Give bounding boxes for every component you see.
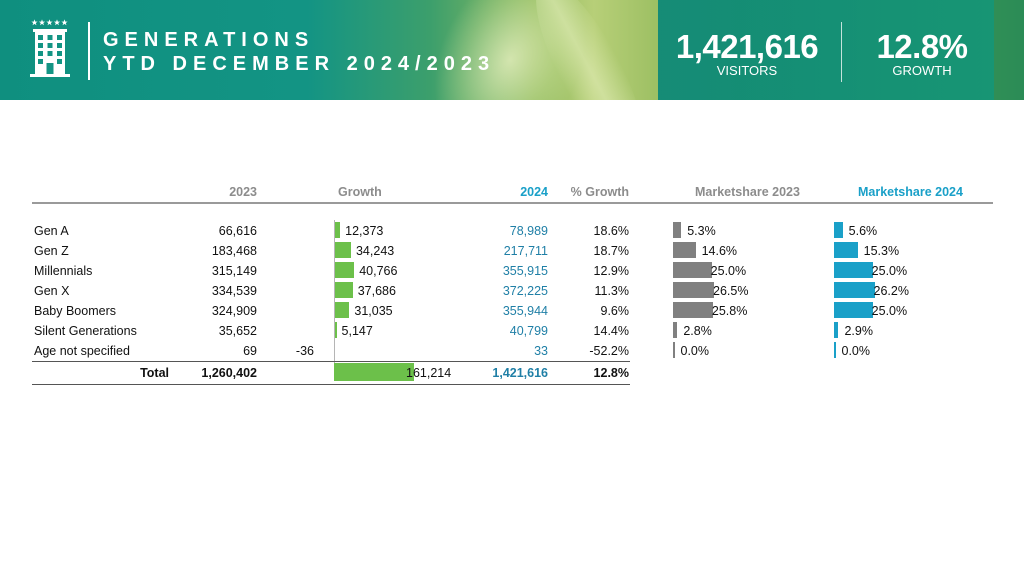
value-2023: 35,652 <box>218 324 257 338</box>
total-rule <box>32 361 630 362</box>
value-2024: 78,989 <box>509 224 548 238</box>
pct-growth: 14.4% <box>593 324 629 338</box>
pct-growth: 12.9% <box>593 264 629 278</box>
growth-axis <box>334 220 335 380</box>
growth-label: 37,686 <box>357 284 396 298</box>
row-label: Gen Z <box>34 244 69 258</box>
marketshare-2023-label: 2.8% <box>683 324 712 338</box>
row-label: Gen X <box>34 284 70 298</box>
marketshare-2023-label: 0.0% <box>680 344 710 358</box>
column-header-marketshare-2023: Marketshare 2023 <box>695 185 800 199</box>
marketshare-2023-bar <box>673 222 682 238</box>
stats-divider <box>841 22 842 82</box>
pct-growth: -52.2% <box>589 344 629 358</box>
marketshare-2023-label: 26.5% <box>713 284 749 298</box>
growth-label: -36 <box>295 344 314 358</box>
page-subtitle: YTD DECEMBER 2024/2023 <box>103 53 496 75</box>
marketshare-2024-bar <box>834 322 839 338</box>
growth-bar <box>334 222 341 238</box>
total-2024: 1,421,616 <box>492 366 548 380</box>
column-header-2024: 2024 <box>520 185 548 199</box>
row-label: Silent Generations <box>34 324 137 338</box>
stats-panel <box>658 0 994 100</box>
marketshare-2024-bar <box>834 342 836 358</box>
marketshare-2024-bar <box>834 242 858 258</box>
marketshare-2023-bar <box>673 242 696 258</box>
growth-bar <box>334 282 353 298</box>
growth-bar <box>334 302 350 318</box>
growth-label: 31,035 <box>354 304 393 318</box>
value-2024: 372,225 <box>502 284 548 298</box>
value-2024: 33 <box>534 344 548 358</box>
value-2023: 69 <box>243 344 257 358</box>
growth-bar <box>334 322 337 338</box>
value-2024: 355,944 <box>502 304 548 318</box>
growth-label: 40,766 <box>359 264 398 278</box>
header-rule <box>32 202 993 204</box>
marketshare-2023-label: 25.8% <box>711 304 748 318</box>
value-2024: 217,711 <box>503 244 548 258</box>
pct-growth: 18.6% <box>593 224 629 238</box>
value-2023: 324,909 <box>211 304 257 318</box>
header-divider <box>88 22 90 80</box>
marketshare-2023-bar <box>673 282 714 298</box>
growth-label: 5,147 <box>341 324 373 338</box>
pct-growth: 9.6% <box>600 304 630 318</box>
total-2023: 1,260,402 <box>201 366 257 380</box>
row-label: Age not specified <box>34 344 130 358</box>
marketshare-2023-bar <box>673 342 675 358</box>
total-growth-label: 161,214 <box>406 366 452 380</box>
marketshare-2023-label: 14.6% <box>701 244 738 258</box>
visitors-value: 1,421,616 <box>675 28 819 65</box>
header-banner: GENERATIONS YTD DECEMBER 2024/2023 1,421… <box>0 0 1024 100</box>
marketshare-2024-label: 25.0% <box>871 264 908 278</box>
marketshare-2023-bar <box>673 302 713 318</box>
growth-label: 34,243 <box>355 244 395 258</box>
marketshare-2024-bar <box>834 282 875 298</box>
column-header-2023: 2023 <box>229 185 257 199</box>
growth-label: GROWTH <box>892 63 952 78</box>
column-header-pct-growth: % Growth <box>570 185 629 199</box>
marketshare-2023-bar <box>673 262 712 278</box>
marketshare-2024-label: 5.6% <box>848 224 878 238</box>
pct-growth: 18.7% <box>593 244 629 258</box>
value-2023: 183,468 <box>211 244 257 258</box>
marketshare-2024-label: 2.9% <box>844 324 873 338</box>
pct-growth: 11.3% <box>594 284 629 298</box>
total-pct-growth: 12.8% <box>593 366 629 380</box>
row-label: Millennials <box>34 264 93 278</box>
marketshare-2023-bar <box>673 322 678 338</box>
marketshare-2024-label: 26.2% <box>873 284 909 298</box>
value-2023: 334,539 <box>211 284 257 298</box>
marketshare-2023-label: 5.3% <box>687 224 716 238</box>
page-title: GENERATIONS <box>103 29 315 51</box>
marketshare-2023-label: 25.0% <box>710 264 747 278</box>
marketshare-2024-label: 0.0% <box>841 344 871 358</box>
growth-label: 12,373 <box>345 224 384 238</box>
value-2023: 315,149 <box>211 264 257 278</box>
growth-bar <box>334 242 351 258</box>
hotel-building-icon <box>30 19 70 77</box>
visitors-label: VISITORS <box>716 63 778 78</box>
marketshare-2024-label: 25.0% <box>871 304 908 318</box>
growth-value: 12.8% <box>876 28 968 65</box>
value-2024: 355,915 <box>502 264 548 278</box>
total-label: Total <box>140 366 169 380</box>
growth-bar <box>334 262 355 278</box>
marketshare-2024-bar <box>834 302 873 318</box>
marketshare-2024-bar <box>834 262 873 278</box>
total-bottom-rule <box>32 384 630 385</box>
marketshare-2024-label: 15.3% <box>863 244 900 258</box>
column-header-growth: Growth <box>338 185 382 199</box>
value-2023: 66,616 <box>218 224 257 238</box>
row-label: Gen A <box>34 224 69 238</box>
column-header-marketshare-2024: Marketshare 2024 <box>858 185 963 199</box>
row-label: Baby Boomers <box>34 304 116 318</box>
marketshare-2024-bar <box>834 222 843 238</box>
total-growth-bar <box>334 363 414 381</box>
value-2024: 40,799 <box>509 324 548 338</box>
